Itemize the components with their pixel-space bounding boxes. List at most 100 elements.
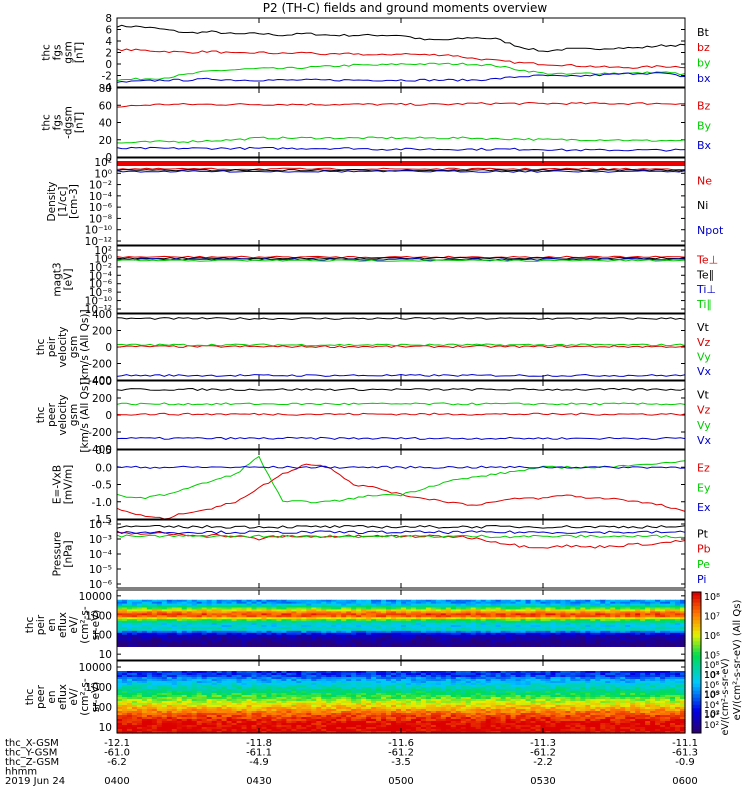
heat-cell (460, 615, 467, 618)
heat-cell (236, 681, 243, 684)
heat-cell (361, 681, 367, 684)
heat-cell (251, 715, 258, 718)
heat-cell (326, 619, 332, 622)
heat-cell (366, 691, 372, 694)
heat-cell (131, 628, 138, 632)
heat-cell (401, 719, 407, 722)
heat-cell (206, 605, 213, 609)
heat-cell (525, 630, 532, 634)
heat-cell (206, 623, 213, 626)
heat-cell (286, 683, 292, 686)
heat-cell (226, 626, 233, 630)
heat-cell (545, 644, 552, 647)
heat-cell (161, 632, 168, 636)
heat-cell (196, 697, 203, 700)
heat-cell (126, 630, 133, 634)
heat-cell (625, 609, 631, 612)
heat-cell (415, 615, 422, 618)
heat-cell (211, 703, 218, 706)
heat-cell (415, 599, 422, 603)
ylabel-peir_velocity-3: gsm (68, 336, 80, 358)
heat-cell (665, 623, 671, 626)
heat-cell (500, 609, 507, 612)
heat-cell (146, 607, 153, 611)
heat-cell (540, 625, 547, 628)
heat-cell (326, 721, 332, 724)
heat-cell (171, 703, 178, 706)
heat-cell (366, 642, 372, 646)
heat-cell (326, 673, 332, 676)
heat-cell (445, 617, 452, 620)
heat-cell (246, 640, 253, 644)
heat-cell (171, 613, 178, 616)
heat-cell (371, 640, 377, 644)
heat-cell (231, 609, 238, 612)
colorbar-segment (692, 694, 701, 699)
heat-cell (610, 640, 616, 644)
heat-cell (415, 611, 422, 614)
heat-cell (425, 626, 432, 630)
heat-cell (131, 689, 138, 692)
heat-cell (186, 689, 193, 692)
heat-cell (286, 695, 292, 698)
heat-cell (331, 609, 337, 612)
heat-cell (301, 721, 307, 724)
heat-cell (271, 715, 278, 718)
heat-cell (206, 693, 213, 696)
heat-cell (645, 603, 651, 607)
heat-cell (186, 705, 193, 708)
heat-cell (121, 705, 128, 708)
heat-cell (256, 719, 263, 722)
heat-cell (311, 689, 317, 692)
heat-cell (261, 713, 268, 716)
heat-cell (256, 673, 263, 676)
heat-cell (376, 623, 382, 626)
heat-cell (291, 634, 297, 638)
heat-cell (470, 601, 477, 605)
heat-cell (181, 625, 188, 628)
heat-cell (356, 615, 362, 618)
heat-cell (545, 621, 552, 624)
colorbar-tick-3: 10⁵ (704, 651, 720, 662)
heat-cell (356, 703, 362, 706)
heat-cell (410, 681, 417, 684)
heat-cell (166, 599, 173, 603)
heat-cell (156, 687, 163, 690)
heat-cell (246, 605, 253, 609)
heat-cell (680, 638, 686, 642)
heat-cell (121, 615, 128, 618)
heat-cell (281, 695, 287, 698)
heat-cell (226, 715, 233, 718)
heat-cell (126, 609, 133, 612)
heat-cell (640, 634, 646, 638)
heat-cell (226, 691, 233, 694)
heat-cell (306, 689, 312, 692)
heat-cell (640, 599, 646, 603)
heat-cell (405, 691, 412, 694)
heat-cell (281, 707, 287, 710)
heat-cell (580, 630, 586, 634)
heat-cell (640, 601, 646, 605)
heat-cell (415, 642, 422, 646)
heat-cell (316, 713, 322, 716)
heat-cell (276, 681, 283, 684)
heat-cell (580, 644, 586, 647)
heat-cell (276, 613, 283, 616)
heat-cell (386, 707, 392, 710)
heat-cell (465, 626, 472, 630)
heat-cell (226, 675, 233, 678)
heat-cell (181, 623, 188, 626)
heat-cell (176, 713, 183, 716)
heat-cell (475, 626, 482, 630)
heat-cell (391, 632, 397, 636)
heat-cell (655, 607, 661, 611)
heat-cell (161, 709, 168, 712)
heat-cell (336, 731, 342, 734)
heat-cell (166, 687, 173, 690)
heat-cell (440, 630, 447, 634)
heat-cell (470, 638, 477, 642)
heat-cell (266, 603, 273, 607)
heat-cell (440, 601, 447, 605)
heat-cell (600, 615, 606, 618)
heat-cell (585, 613, 591, 616)
